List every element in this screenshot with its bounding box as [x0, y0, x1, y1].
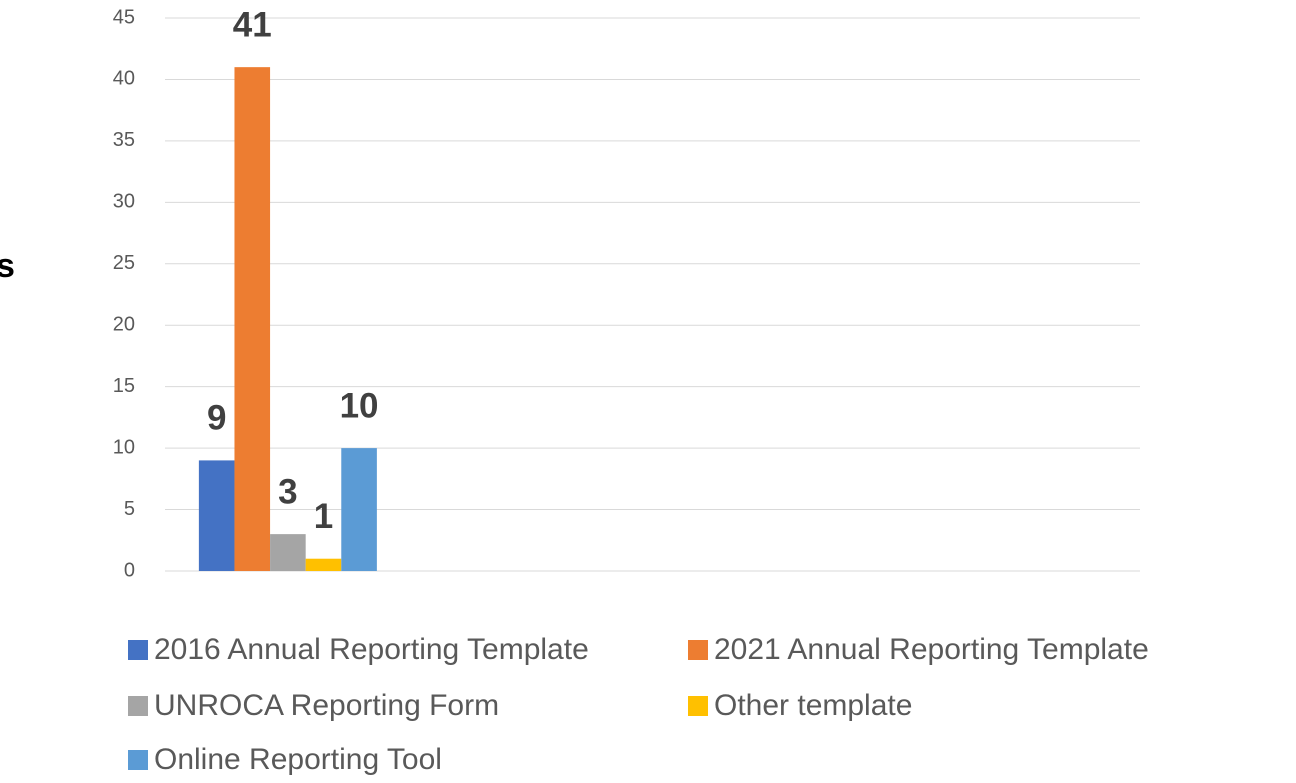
y-tick-label: 25 — [113, 252, 135, 274]
y-tick-label: 35 — [113, 129, 135, 151]
legend-swatch — [128, 640, 148, 660]
legend-swatch — [128, 696, 148, 716]
y-tick-label: 45 — [113, 6, 135, 28]
y-tick-label: 10 — [113, 436, 135, 458]
legend-label: 2016 Annual Reporting Template — [154, 633, 589, 666]
y-tick-label: 20 — [113, 314, 135, 336]
y-tick-label: 30 — [113, 191, 135, 213]
legend-label: Online Reporting Tool — [154, 743, 442, 776]
data-label: 41 — [233, 5, 272, 44]
legend-swatch — [688, 696, 708, 716]
y-axis-label: s — [0, 247, 15, 285]
bar — [198, 460, 235, 571]
y-tick-label: 0 — [124, 559, 135, 581]
y-tick-label: 40 — [113, 68, 135, 90]
bar — [234, 67, 271, 572]
data-label: 10 — [340, 386, 379, 425]
bar — [341, 448, 377, 571]
data-label: 3 — [278, 472, 297, 511]
y-tick-label: 15 — [113, 375, 135, 397]
data-label: 1 — [314, 497, 333, 536]
bar — [305, 558, 342, 571]
legend-label: 2021 Annual Reporting Template — [714, 633, 1149, 666]
legend-label: Other template — [714, 689, 912, 722]
data-label: 9 — [207, 399, 226, 438]
y-tick-label: 5 — [124, 498, 135, 520]
bar — [270, 534, 306, 571]
legend-swatch — [688, 640, 708, 660]
legend-label: UNROCA Reporting Form — [154, 689, 499, 722]
legend-swatch — [128, 750, 148, 770]
